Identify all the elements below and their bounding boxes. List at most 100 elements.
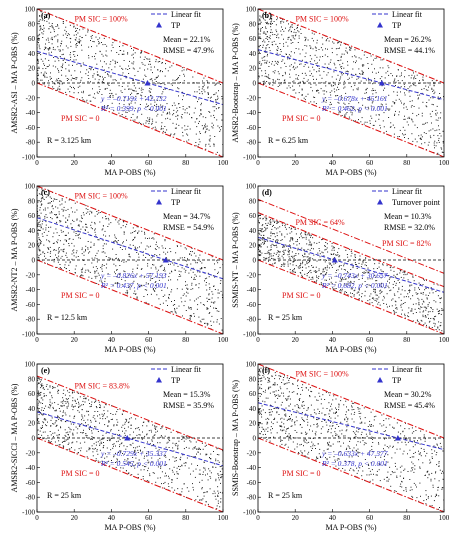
- scatter-point: [209, 312, 211, 313]
- scatter-point: [209, 145, 211, 147]
- scatter-point: [293, 261, 295, 262]
- scatter-point: [184, 75, 185, 77]
- scatter-point: [62, 397, 64, 399]
- scatter-point: [40, 11, 42, 13]
- scatter-point: [141, 113, 143, 115]
- scatter-point: [169, 134, 171, 136]
- scatter-point: [279, 84, 281, 86]
- scatter-point: [294, 271, 296, 273]
- scatter-point: [436, 105, 438, 107]
- scatter-point: [266, 62, 268, 64]
- scatter-point: [395, 307, 397, 309]
- scatter-point: [54, 83, 56, 85]
- scatter-point: [378, 296, 380, 298]
- scatter-point: [307, 232, 309, 234]
- scatter-point: [97, 39, 99, 41]
- scatter-point: [369, 97, 370, 99]
- scatter-point: [128, 65, 130, 67]
- scatter-point: [389, 126, 391, 128]
- scatter-point: [435, 145, 437, 147]
- scatter-point: [204, 132, 206, 134]
- scatter-point: [178, 440, 180, 442]
- scatter-point: [356, 88, 358, 90]
- scatter-point: [130, 232, 132, 234]
- scatter-point: [128, 253, 130, 255]
- scatter-point: [139, 67, 141, 69]
- scatter-point: [183, 268, 185, 270]
- scatter-point: [148, 63, 150, 65]
- scatter-point: [381, 85, 383, 87]
- scatter-point: [440, 135, 442, 137]
- scatter-point: [360, 73, 362, 75]
- scatter-point: [94, 447, 96, 449]
- scatter-point: [37, 41, 38, 43]
- scatter-point: [386, 306, 388, 308]
- scatter-point: [203, 495, 205, 497]
- scatter-point: [114, 60, 116, 62]
- scatter-point: [60, 268, 62, 269]
- scatter-point: [145, 257, 147, 258]
- y-tick-label: 0: [32, 435, 36, 443]
- scatter-point: [203, 77, 205, 79]
- scatter-point: [64, 441, 66, 442]
- scatter-point: [171, 289, 173, 291]
- scatter-point: [371, 117, 373, 119]
- scatter-point: [95, 36, 97, 38]
- scatter-point: [198, 448, 199, 450]
- scatter-point: [419, 94, 421, 96]
- scatter-point: [430, 287, 432, 289]
- scatter-point: [289, 69, 291, 71]
- scatter-point: [199, 271, 201, 273]
- scatter-point: [326, 74, 328, 76]
- scatter-point: [59, 88, 61, 90]
- x-tick-label: 100: [218, 336, 229, 344]
- scatter-point: [106, 456, 108, 458]
- scatter-point: [222, 450, 223, 452]
- scatter-point: [281, 34, 283, 36]
- scatter-point: [191, 117, 193, 119]
- scatter-point: [294, 268, 295, 270]
- scatter-point: [38, 46, 40, 48]
- scatter-point: [395, 465, 396, 467]
- scatter-point: [153, 238, 155, 240]
- scatter-point: [284, 263, 286, 265]
- scatter-point: [207, 308, 209, 310]
- scatter-point: [76, 250, 78, 252]
- scatter-point: [389, 277, 391, 279]
- scatter-point: [138, 253, 139, 255]
- scatter-point: [85, 422, 86, 424]
- scatter-point: [54, 402, 56, 404]
- scatter-point: [282, 246, 284, 248]
- scatter-point: [205, 444, 207, 446]
- scatter-point: [161, 245, 163, 247]
- scatter-point: [97, 272, 99, 274]
- y-tick-label: 20: [28, 420, 36, 428]
- scatter-point: [259, 239, 261, 241]
- scatter-point: [83, 254, 85, 256]
- scatter-point: [370, 80, 372, 82]
- scatter-point: [165, 300, 167, 302]
- y-tick-label: -80: [26, 494, 36, 502]
- scatter-point: [263, 56, 265, 58]
- scatter-point: [74, 405, 76, 407]
- scatter-point: [323, 93, 325, 95]
- scatter-point: [136, 297, 138, 299]
- scatter-point: [133, 239, 134, 240]
- scatter-point: [160, 83, 162, 84]
- scatter-point: [345, 284, 347, 286]
- scatter-point: [303, 77, 305, 79]
- scatter-point: [301, 237, 303, 239]
- scatter-point: [68, 270, 70, 271]
- scatter-point: [436, 129, 438, 131]
- scatter-point: [138, 429, 140, 431]
- scatter-point: [118, 452, 119, 453]
- scatter-point: [358, 262, 360, 264]
- scatter-point: [423, 123, 425, 125]
- scatter-point: [323, 100, 325, 101]
- scatter-point: [105, 243, 107, 245]
- scatter-point: [119, 460, 120, 462]
- scatter-point: [94, 270, 96, 272]
- scatter-point: [186, 264, 188, 266]
- scatter-point: [144, 289, 146, 291]
- scatter-point: [99, 42, 101, 44]
